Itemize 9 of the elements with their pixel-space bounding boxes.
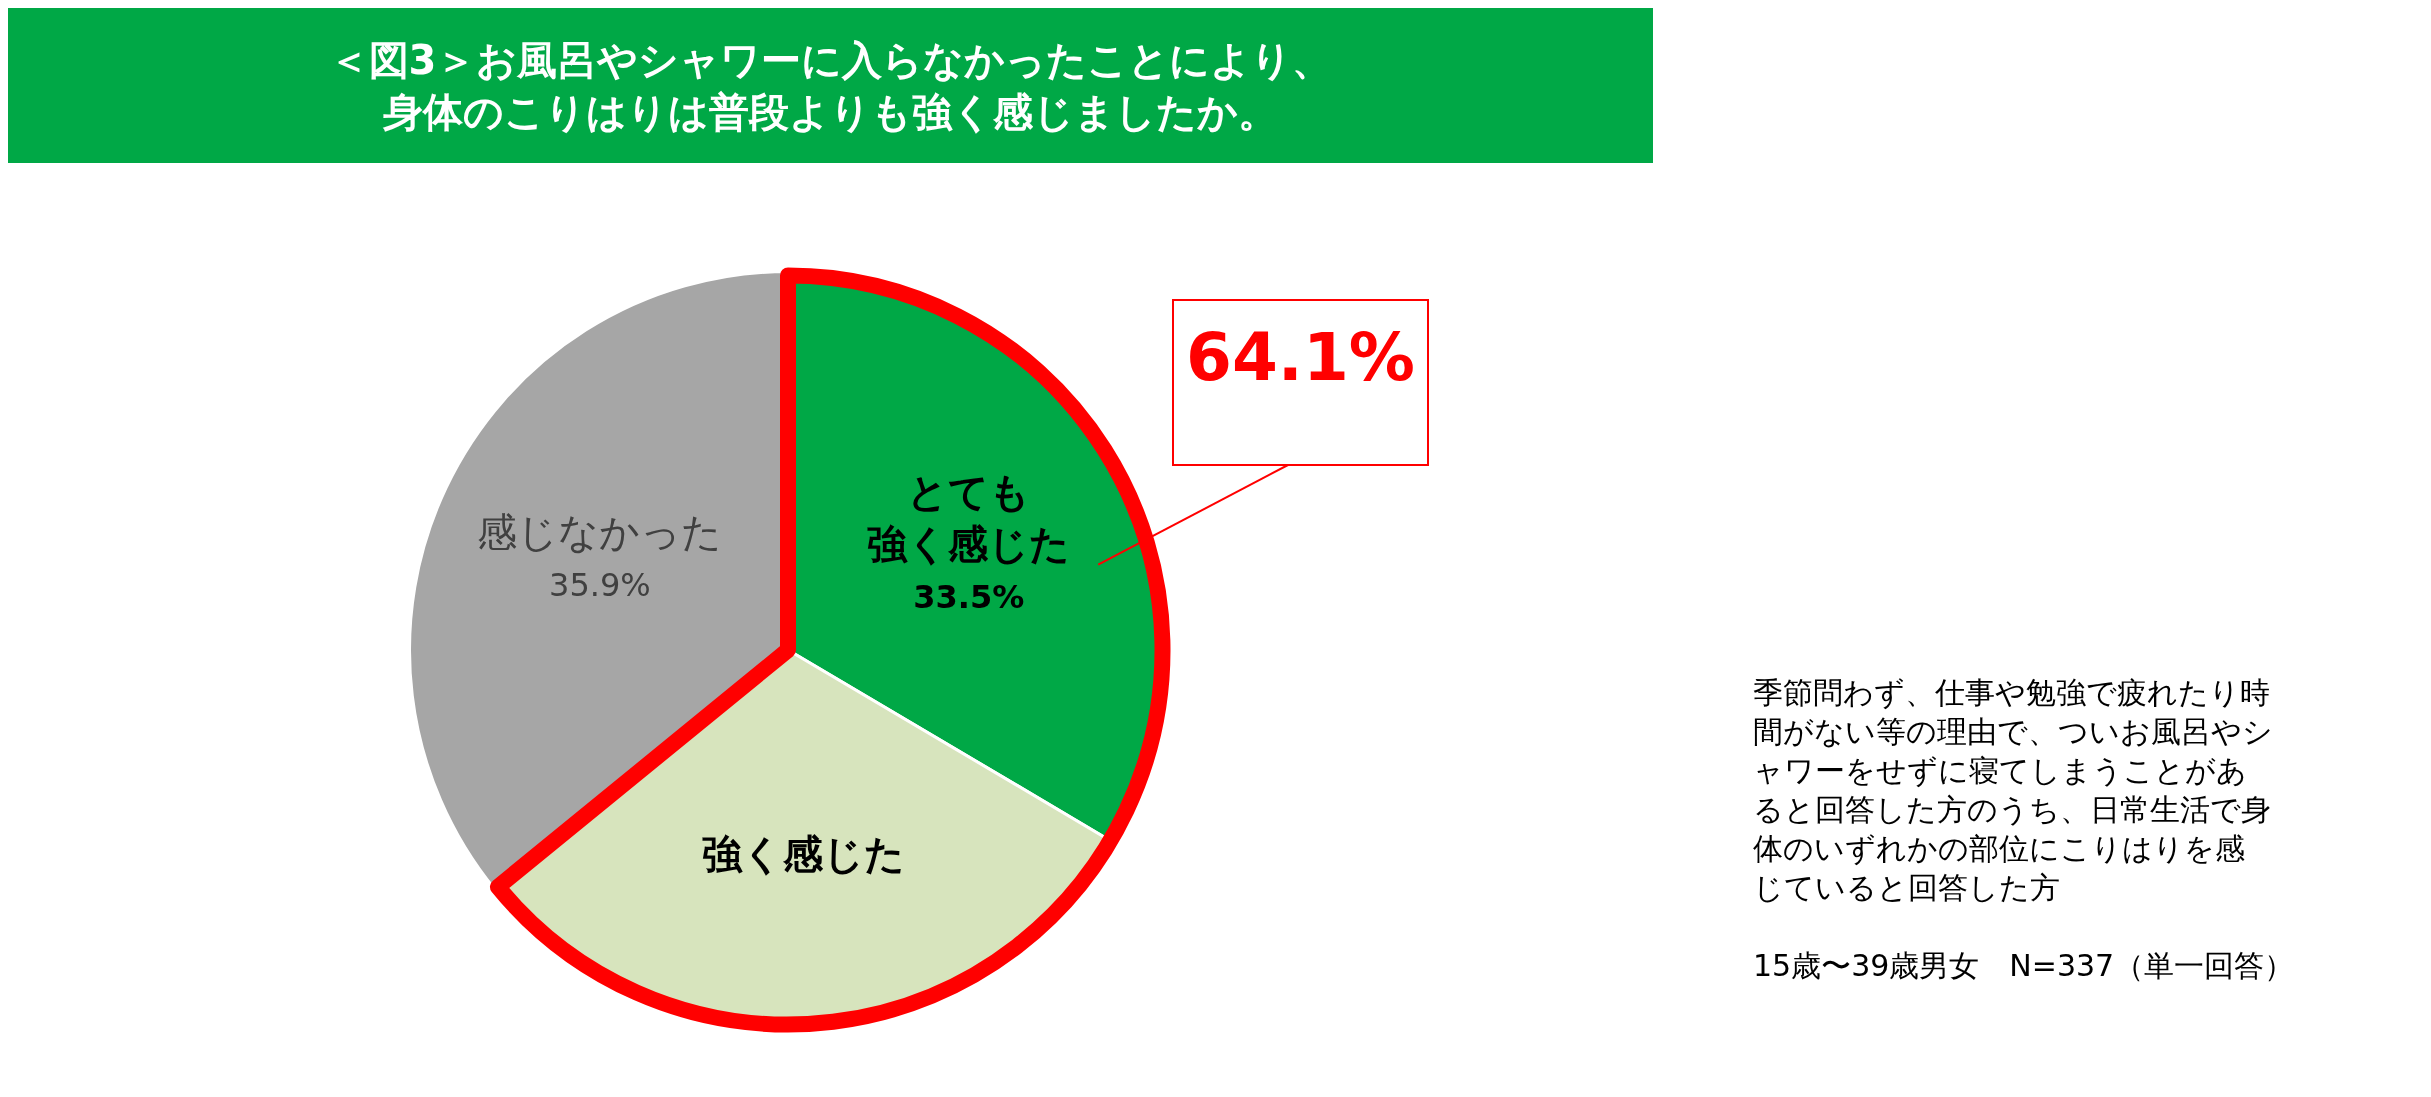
text: 64.1% xyxy=(1186,318,1415,396)
slice-label: とても強く感じた xyxy=(867,469,1071,568)
text: 15歳〜39歳男女 N=337（単一回答） xyxy=(1753,947,2295,985)
data-label: 33.5% xyxy=(913,578,1025,617)
data-label: 35.9% xyxy=(549,566,651,605)
slice-label: 感じなかった xyxy=(477,509,723,556)
text: 季節問わず、仕事や勉強で疲れたり時間がない等の理由で、ついお風呂やシャワーをせずに寝てしまうことがあると回答した方のうち、日常生活で身体のいずれかの部位にこりはりを感じていると回答した方 xyxy=(1753,674,2273,907)
slice-label: 強く感じた xyxy=(702,830,906,877)
chart-title: ＜図3＞お風呂やシャワーに入らなかったことにより、身体のこりはりは普段よりも強く感じましたか。 xyxy=(327,35,1334,137)
